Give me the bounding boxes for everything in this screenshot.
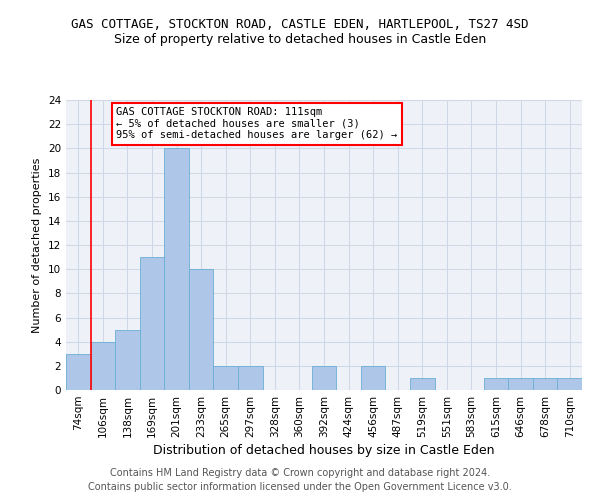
Bar: [115, 330, 140, 390]
Bar: [557, 378, 582, 390]
Bar: [312, 366, 336, 390]
Bar: [140, 257, 164, 390]
Bar: [164, 148, 189, 390]
Text: Size of property relative to detached houses in Castle Eden: Size of property relative to detached ho…: [114, 32, 486, 46]
Text: GAS COTTAGE, STOCKTON ROAD, CASTLE EDEN, HARTLEPOOL, TS27 4SD: GAS COTTAGE, STOCKTON ROAD, CASTLE EDEN,…: [71, 18, 529, 30]
Bar: [533, 378, 557, 390]
Bar: [508, 378, 533, 390]
Bar: [214, 366, 238, 390]
Bar: [238, 366, 263, 390]
Text: Contains public sector information licensed under the Open Government Licence v3: Contains public sector information licen…: [88, 482, 512, 492]
Bar: [66, 354, 91, 390]
Bar: [410, 378, 434, 390]
Bar: [91, 342, 115, 390]
Y-axis label: Number of detached properties: Number of detached properties: [32, 158, 43, 332]
X-axis label: Distribution of detached houses by size in Castle Eden: Distribution of detached houses by size …: [153, 444, 495, 457]
Bar: [189, 269, 214, 390]
Bar: [361, 366, 385, 390]
Bar: [484, 378, 508, 390]
Text: GAS COTTAGE STOCKTON ROAD: 111sqm
← 5% of detached houses are smaller (3)
95% of: GAS COTTAGE STOCKTON ROAD: 111sqm ← 5% o…: [116, 108, 398, 140]
Text: Contains HM Land Registry data © Crown copyright and database right 2024.: Contains HM Land Registry data © Crown c…: [110, 468, 490, 477]
